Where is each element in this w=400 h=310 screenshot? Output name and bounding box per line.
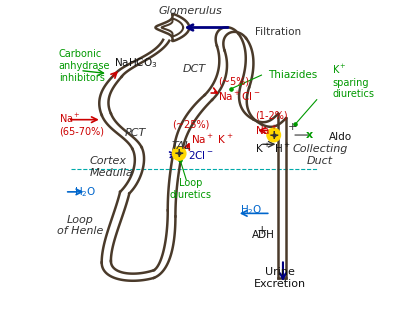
Text: Cortex: Cortex xyxy=(90,156,126,166)
Text: Collecting
Duct: Collecting Duct xyxy=(292,144,348,166)
Text: PCT: PCT xyxy=(125,128,146,139)
Text: (1-2%): (1-2%) xyxy=(255,110,288,120)
Text: (~5%): (~5%) xyxy=(218,76,250,86)
Text: x: x xyxy=(306,130,313,140)
Text: H$_2$O: H$_2$O xyxy=(74,185,96,199)
Text: Urine
Excretion: Urine Excretion xyxy=(254,267,306,289)
Text: +: + xyxy=(174,147,184,160)
Text: Medulla: Medulla xyxy=(90,168,133,179)
Text: Aldo: Aldo xyxy=(329,131,352,142)
Text: DCT: DCT xyxy=(182,64,206,74)
Circle shape xyxy=(172,147,186,160)
Text: Filtration: Filtration xyxy=(255,27,302,37)
Text: Loop
diuretics: Loop diuretics xyxy=(170,178,212,200)
Text: Na$^+$Cl$^-$: Na$^+$Cl$^-$ xyxy=(218,90,261,103)
Text: +: + xyxy=(288,122,297,132)
Text: Thiazides: Thiazides xyxy=(268,70,317,80)
Text: Glomerulus: Glomerulus xyxy=(159,6,223,16)
Text: 2Cl$^-$: 2Cl$^-$ xyxy=(188,149,213,161)
Text: +: + xyxy=(256,224,267,237)
Text: (~25%): (~25%) xyxy=(172,119,210,129)
Text: K$^+$ H$^+$: K$^+$ H$^+$ xyxy=(255,142,291,155)
Text: H$_2$O: H$_2$O xyxy=(240,203,262,217)
Text: Loop
of Henle: Loop of Henle xyxy=(57,215,103,237)
Text: ADH: ADH xyxy=(252,230,275,240)
Text: TAL: TAL xyxy=(172,141,191,151)
Text: Carbonic
anhydrase
inhibitors: Carbonic anhydrase inhibitors xyxy=(59,49,110,82)
Text: Na$^+$: Na$^+$ xyxy=(255,124,278,137)
Text: K$^+$
sparing
diuretics: K$^+$ sparing diuretics xyxy=(332,63,374,100)
Text: +: + xyxy=(268,129,279,142)
Circle shape xyxy=(267,128,280,142)
Text: NaHCO$_3$: NaHCO$_3$ xyxy=(114,56,158,70)
Text: Na$^+$
(65-70%): Na$^+$ (65-70%) xyxy=(59,112,104,137)
Text: Na$^+$ K$^+$: Na$^+$ K$^+$ xyxy=(191,133,233,146)
